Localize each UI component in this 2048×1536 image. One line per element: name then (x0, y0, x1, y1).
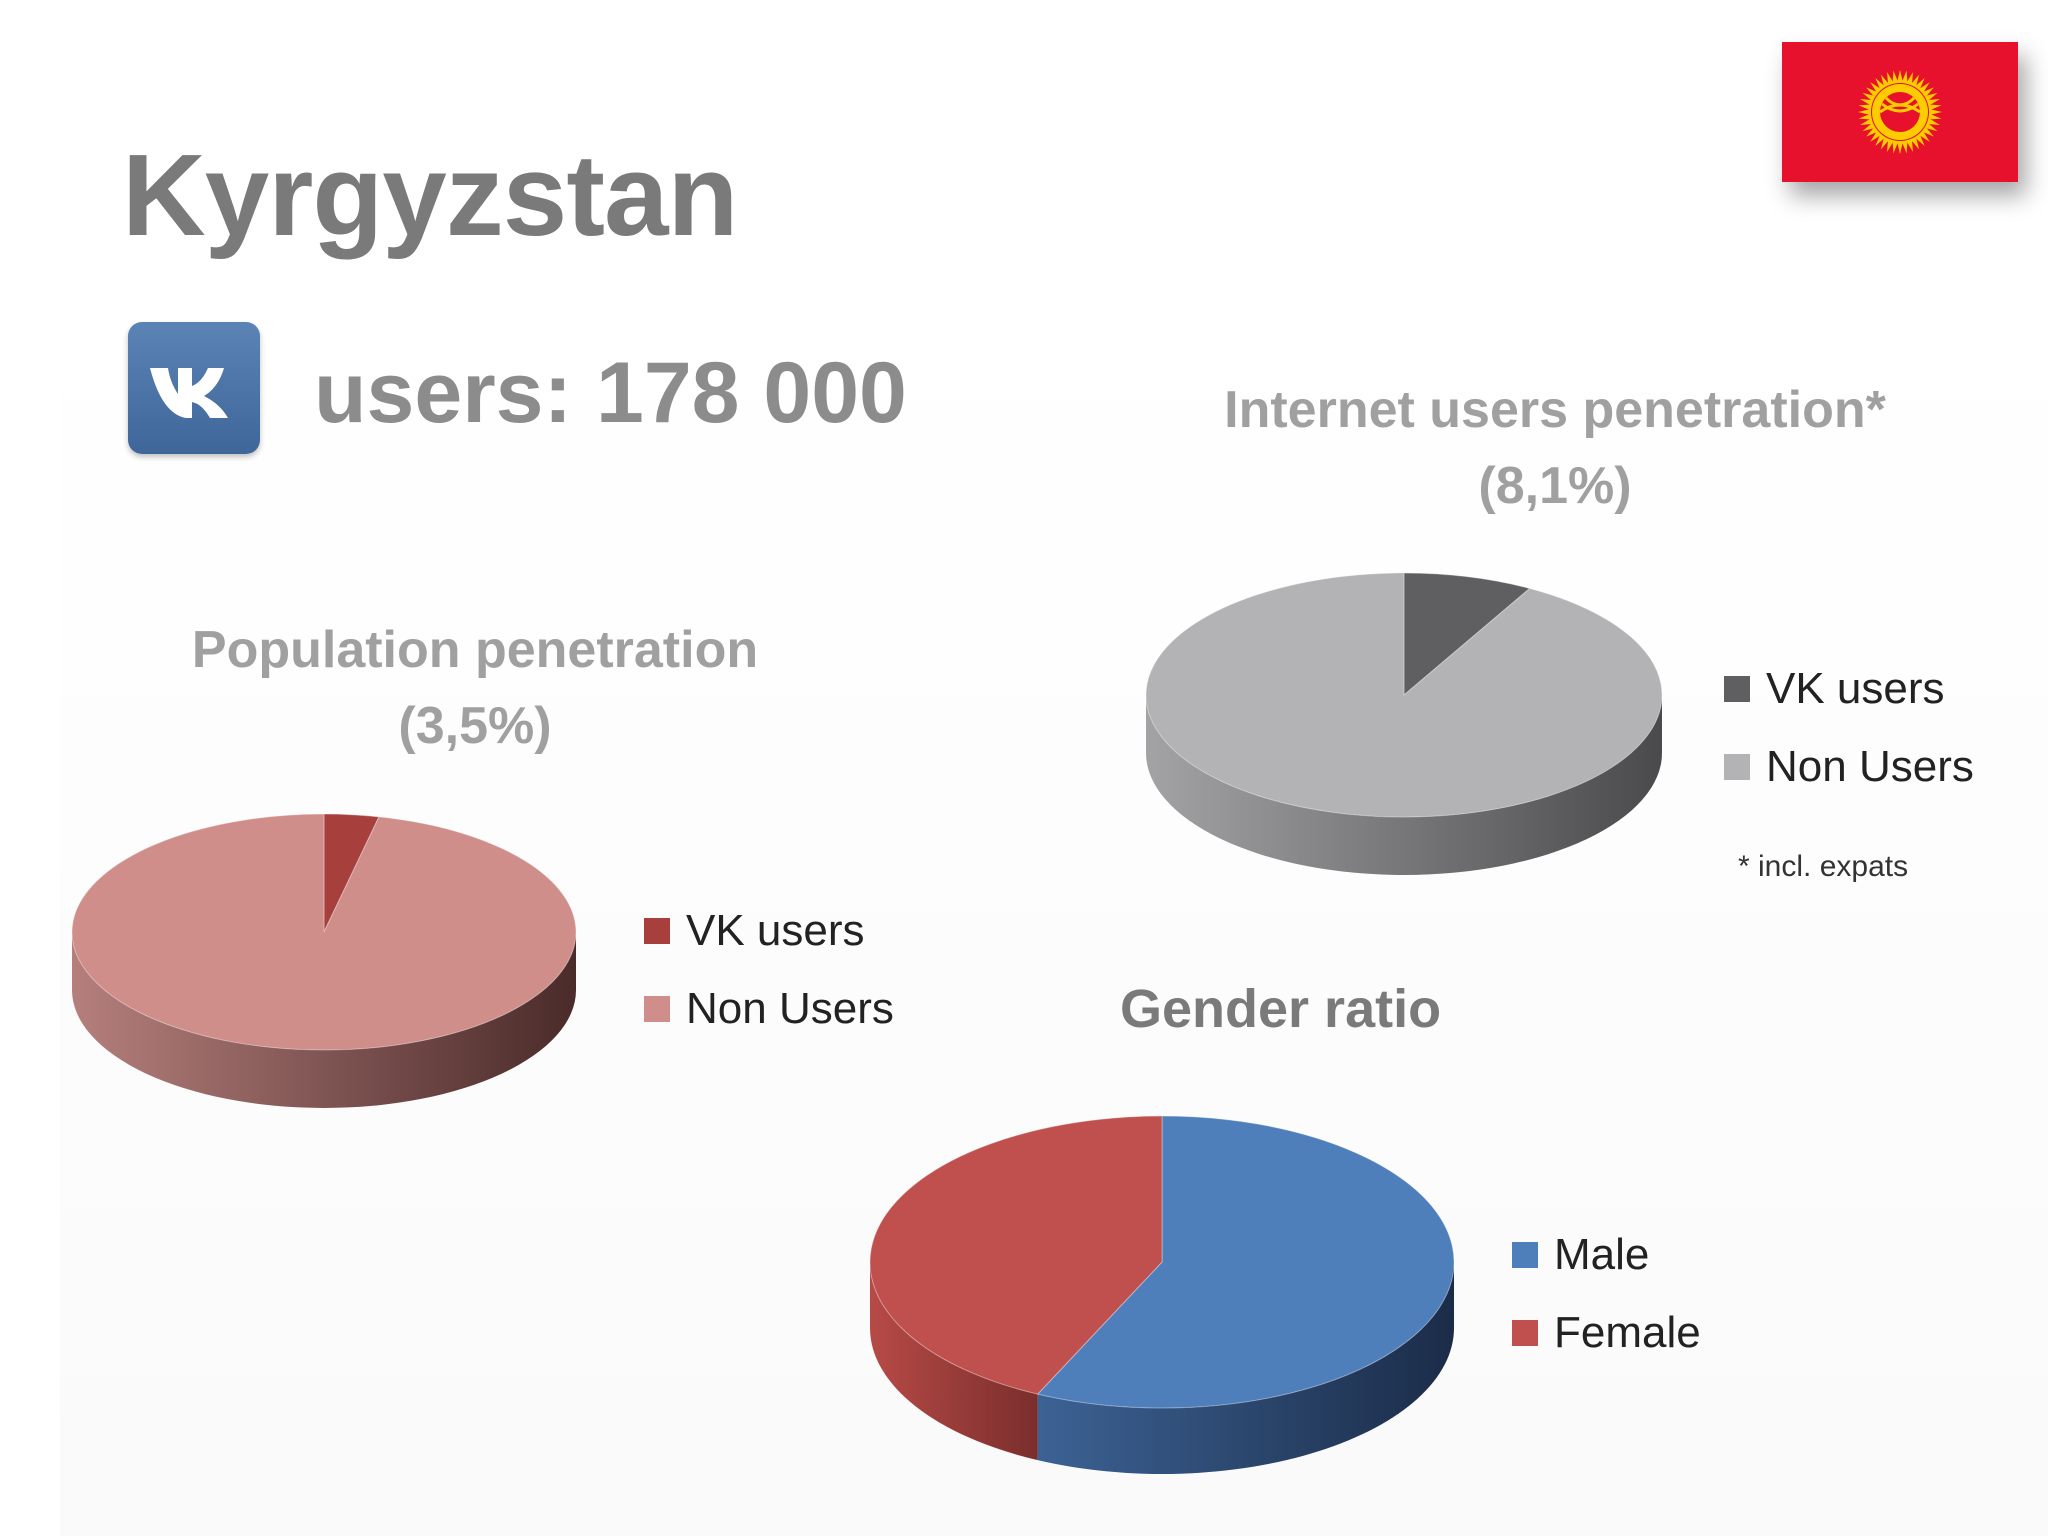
legend-label: Male (1554, 1230, 1650, 1279)
kyrgyzstan-flag-icon (1782, 42, 2018, 182)
footnote: * incl. expats (1738, 850, 1909, 883)
pie-chart-1 (1145, 572, 1663, 875)
population-legend: VK users Non Users (644, 892, 894, 1048)
pie-slice-non-users (71, 813, 577, 1051)
users-count: users: 178 000 (314, 345, 907, 441)
legend-swatch (1724, 754, 1750, 780)
chart-title-line: Internet users penetration* (1224, 381, 1886, 439)
pie-slice-side-female (870, 1262, 1038, 1461)
vk-logo-icon (128, 322, 260, 454)
pie-slice-side-non-users (1146, 695, 1662, 875)
legend-label: Non Users (1766, 742, 1974, 791)
legend-label: Non Users (686, 984, 894, 1033)
pie-slice-male (1036, 1115, 1455, 1409)
legend-label: VK users (686, 906, 865, 955)
legend-swatch (644, 996, 670, 1022)
legend-item: Female (1512, 1294, 1701, 1372)
pie-slice-side-male (1037, 1262, 1454, 1474)
legend-item: Non Users (1724, 728, 1974, 806)
pie-slice-female (869, 1115, 1163, 1395)
legend-item: VK users (1724, 650, 1974, 728)
legend-swatch (1724, 676, 1750, 702)
pie-chart-0 (71, 813, 577, 1108)
chart-title-line: (3,5%) (398, 697, 552, 755)
pie-slice-vk-users (323, 813, 380, 933)
page-title: Kyrgyzstan (122, 130, 738, 260)
gender-legend: Male Female (1512, 1216, 1701, 1372)
pie-chart-2 (869, 1115, 1455, 1474)
internet-chart-title: Internet users penetration* (8,1%) (1150, 372, 1960, 524)
legend-swatch (1512, 1320, 1538, 1346)
pie-slice-vk-users (1403, 572, 1531, 697)
gender-chart-title: Gender ratio (1120, 979, 1442, 1039)
legend-item: Non Users (644, 970, 894, 1048)
legend-label: VK users (1766, 664, 1945, 713)
population-chart-title: Population penetration (3,5%) (140, 612, 810, 764)
legend-swatch (644, 918, 670, 944)
pie-slice-non-users (1145, 572, 1663, 818)
internet-legend: VK users Non Users (1724, 650, 1974, 806)
pie-slice-side-non-users (72, 932, 576, 1108)
chart-title-line: (8,1%) (1478, 457, 1632, 515)
legend-label: Female (1554, 1308, 1701, 1357)
legend-swatch (1512, 1242, 1538, 1268)
chart-title-line: Population penetration (191, 621, 759, 679)
legend-item: VK users (644, 892, 894, 970)
legend-item: Male (1512, 1216, 1701, 1294)
